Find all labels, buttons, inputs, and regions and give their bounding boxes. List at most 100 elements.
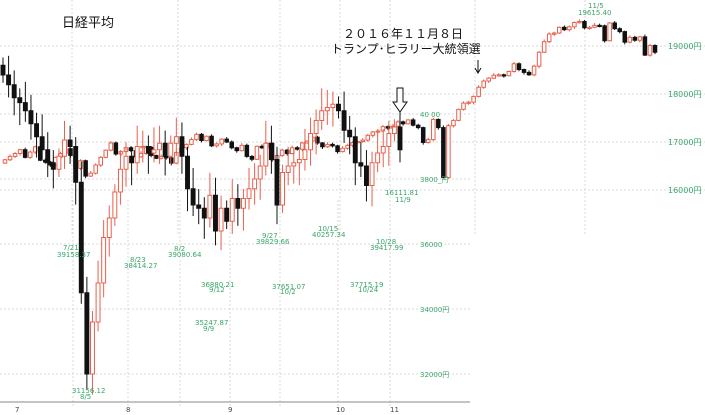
nikkei-candle-body xyxy=(108,142,114,151)
dow-candle-body xyxy=(358,162,364,167)
bottom-ytick-label: 34000円 xyxy=(420,306,449,314)
nikkei-candle-body xyxy=(345,144,350,149)
dow-candle-body xyxy=(302,149,308,160)
dow-candle-body xyxy=(201,207,207,219)
dow-candle-body xyxy=(291,162,297,167)
nikkei-low-date: 11/9 xyxy=(395,196,411,204)
dow-candle-body xyxy=(117,168,123,193)
nikkei-candle-body xyxy=(320,142,325,148)
nikkei-candle-body xyxy=(219,138,224,145)
nikkei-candle-body xyxy=(12,153,18,157)
nikkei-candle-body xyxy=(516,63,522,71)
bottom-ytick-label: 32000円 xyxy=(420,371,449,379)
dow-candle-body xyxy=(106,217,112,238)
dow-candle-body xyxy=(324,107,330,112)
dow-candle-body xyxy=(17,97,23,104)
nikkei-high-value: 19615.40 xyxy=(578,9,611,17)
nikkei-candle-body xyxy=(531,65,537,76)
dow-candle-body xyxy=(280,172,286,206)
dow-candle-body xyxy=(207,194,213,219)
nikkei-candle-body xyxy=(607,22,612,42)
nikkei-candle-body xyxy=(209,135,214,147)
nikkei-candle-body xyxy=(294,147,300,150)
dow-candle-body xyxy=(352,136,358,164)
nikkei-candle-body xyxy=(83,160,88,177)
nikkei-candle-body xyxy=(249,155,255,160)
dow-candle-body xyxy=(380,146,386,154)
nikkei-candle-body xyxy=(335,145,340,153)
nikkei-candle-body xyxy=(400,121,406,125)
nikkei-candle-body xyxy=(486,77,491,82)
nikkei-candle-body xyxy=(22,149,28,158)
dow-candle-body xyxy=(45,149,51,164)
dow-annotation-sub: 10/2 xyxy=(280,288,296,296)
nikkei-candle-body xyxy=(7,155,13,161)
nikkei-candle-body xyxy=(501,74,507,77)
nikkei-candle-body xyxy=(546,33,552,43)
nikkei-candle-body xyxy=(567,26,572,31)
nikkei-candle-body xyxy=(405,119,411,125)
nikkei-candle-body xyxy=(577,21,582,24)
nikkei-candle-body xyxy=(340,147,345,153)
nikkei-candle-body xyxy=(441,127,446,179)
dow-candle-body xyxy=(386,133,392,147)
nikkei-candle-body xyxy=(169,157,174,164)
dow-candle-body xyxy=(67,139,73,147)
nikkei-candle-body xyxy=(279,149,285,156)
nikkei-candle-body xyxy=(476,86,481,97)
nikkei-candle-body xyxy=(632,36,638,41)
dow-annotation-sub: 9/12 xyxy=(209,286,225,294)
dow-annotation-label: 37715.19 xyxy=(350,281,383,289)
dow-candle-body xyxy=(246,188,252,199)
dow-candle-body xyxy=(39,136,45,151)
top-ytick-label: 18000円 xyxy=(668,90,701,99)
nikkei-candle-body xyxy=(420,127,426,143)
dow-annotation-label: 9/27 xyxy=(262,232,278,240)
dow-annotation-sub: 39158.37 xyxy=(57,251,90,259)
dow-candle-body xyxy=(28,110,34,125)
nikkei-candle-body xyxy=(184,143,189,149)
nikkei-candle-body xyxy=(259,145,265,149)
nikkei-candle-body xyxy=(582,21,587,29)
dow-candle-body xyxy=(313,120,319,134)
nikkei-candle-body xyxy=(496,74,502,77)
nikkei-candle-body xyxy=(204,135,209,142)
dow-candle-body xyxy=(341,110,347,131)
dow-candle-body xyxy=(95,282,101,323)
nikkei-candle-body xyxy=(385,126,391,129)
bottom-xtick-label: 7 xyxy=(15,406,19,414)
dow-annotation-label: 36880.21 xyxy=(201,281,234,289)
dow-candle-body xyxy=(190,188,196,206)
bottom-xtick-label: 11 xyxy=(390,406,399,414)
nikkei-candle-body xyxy=(642,36,648,56)
nikkei-candle-body xyxy=(199,133,204,142)
nikkei-candle-body xyxy=(365,134,371,141)
annotations: 16111.8111/911/519615.407/2139158.378/23… xyxy=(57,2,611,401)
bottom-ytick-label: 3800_円 xyxy=(420,176,448,184)
dow-candle-body xyxy=(185,155,190,190)
nikkei-candle-body xyxy=(431,118,436,141)
nikkei-candle-body xyxy=(541,41,547,53)
dow-candle-body xyxy=(375,152,381,164)
nikkei-candle-body xyxy=(98,156,104,166)
dow-candle-body xyxy=(268,142,274,160)
bottom-ytick-label: 36000 xyxy=(420,241,442,249)
dow-candle-body xyxy=(196,204,202,209)
nikkei-candle-body xyxy=(652,45,658,53)
dow-annotation-label: 10/28 xyxy=(376,238,396,246)
nikkei-candle-body xyxy=(471,95,476,103)
dow-candle-body xyxy=(257,165,263,180)
nikkei-candle-body xyxy=(425,139,431,143)
dow-candle-body xyxy=(319,110,325,121)
dow-candle-body xyxy=(84,292,90,375)
top-ytick-label: 17000円 xyxy=(668,138,701,147)
dow-candle-body xyxy=(6,74,12,86)
chart-title: 日経平均 xyxy=(62,16,114,31)
nikkei-candle-body xyxy=(103,149,109,158)
dow-candle-body xyxy=(50,162,56,170)
nikkei-candle-body xyxy=(506,70,512,77)
dow-candle-body xyxy=(224,207,230,222)
dow-annotation-label: 8/23 xyxy=(130,256,146,264)
dow-candle-body xyxy=(11,84,17,99)
nikkei-candle-body xyxy=(88,172,93,177)
